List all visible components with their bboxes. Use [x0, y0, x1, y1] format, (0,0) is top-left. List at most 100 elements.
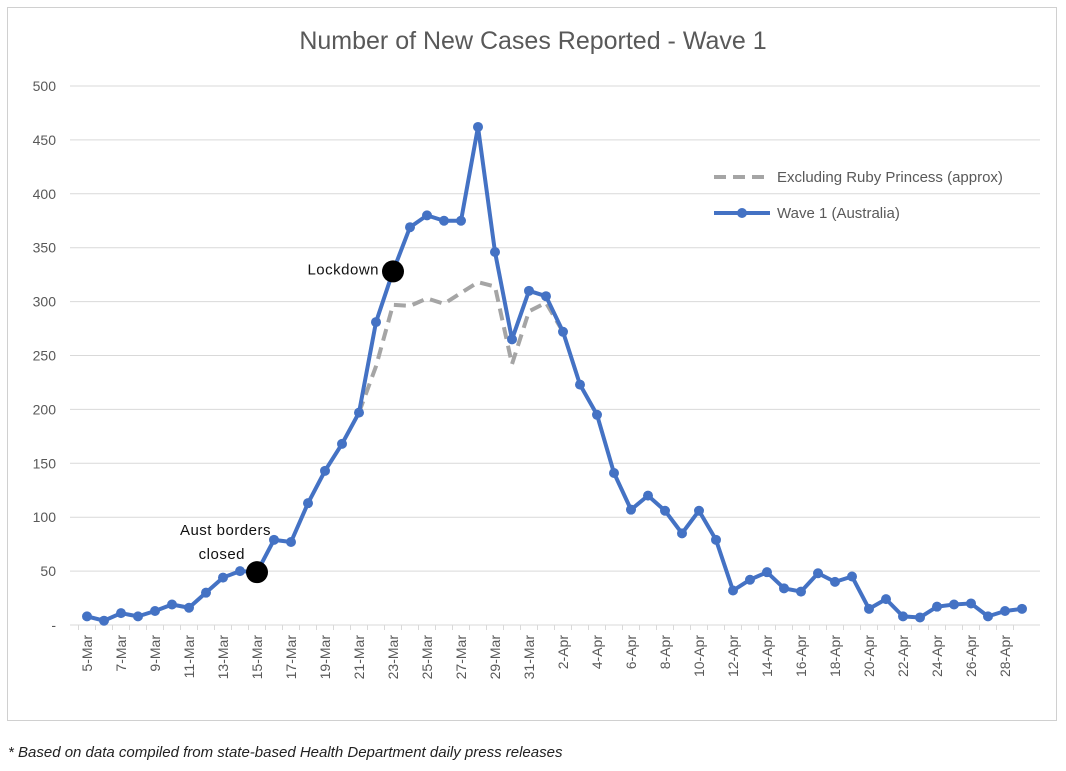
x-tick-label: 11-Mar — [181, 635, 197, 679]
annotation-label: Lockdown — [307, 261, 379, 278]
data-point — [762, 567, 772, 578]
data-point — [286, 536, 296, 547]
data-point — [439, 215, 449, 226]
data-point — [201, 587, 211, 598]
data-point — [881, 594, 891, 605]
legend-label: Excluding Ruby Princess (approx) — [777, 169, 1003, 186]
data-point — [116, 608, 126, 619]
x-tick-label: 19-Mar — [317, 635, 333, 680]
y-tick-label: 150 — [33, 455, 57, 471]
data-point — [643, 490, 653, 501]
data-point — [677, 528, 687, 539]
data-point — [405, 222, 415, 233]
data-point — [558, 326, 568, 337]
y-tick-label: 300 — [33, 294, 57, 310]
data-point — [728, 585, 738, 596]
x-tick-label: 16-Apr — [793, 635, 809, 677]
data-point — [660, 505, 670, 516]
x-tick-label: 23-Mar — [385, 635, 401, 680]
data-point — [337, 438, 347, 449]
data-point — [949, 599, 959, 610]
data-point — [966, 598, 976, 609]
data-point — [796, 586, 806, 597]
data-point — [813, 568, 823, 579]
y-tick-label: 450 — [33, 132, 57, 148]
x-tick-label: 27-Mar — [453, 635, 469, 680]
y-tick-label: 350 — [33, 240, 57, 256]
x-tick-label: 5-Mar — [79, 635, 95, 672]
data-point — [898, 611, 908, 622]
data-point — [218, 572, 228, 583]
data-point — [745, 574, 755, 585]
data-point — [830, 576, 840, 587]
data-point — [847, 571, 857, 582]
annotation-marker — [382, 260, 404, 283]
data-point — [235, 566, 245, 577]
x-tick-label: 25-Mar — [419, 635, 435, 680]
data-point — [983, 611, 993, 622]
data-point — [932, 601, 942, 612]
x-tick-label: 8-Apr — [657, 635, 673, 670]
y-tick-label: 500 — [33, 78, 57, 94]
x-tick-label: 10-Apr — [691, 635, 707, 677]
data-point — [1000, 605, 1010, 616]
data-point — [779, 583, 789, 594]
data-point — [864, 603, 874, 614]
y-tick-label: 400 — [33, 186, 57, 202]
data-point — [490, 247, 500, 258]
data-point — [694, 505, 704, 516]
y-tick-label: 50 — [40, 563, 56, 579]
data-point — [915, 612, 925, 623]
x-tick-label: 12-Apr — [725, 635, 741, 677]
chart-title: Number of New Cases Reported - Wave 1 — [299, 27, 767, 55]
y-tick-label: 250 — [33, 348, 57, 364]
data-point — [371, 317, 381, 328]
x-tick-label: 29-Mar — [487, 635, 503, 680]
data-point — [167, 599, 177, 610]
data-point — [269, 534, 279, 545]
data-point — [541, 291, 551, 302]
x-tick-label: 18-Apr — [827, 635, 843, 677]
y-tick-label: 100 — [33, 509, 57, 525]
x-tick-label: 21-Mar — [351, 635, 367, 680]
data-point — [524, 285, 534, 296]
x-tick-label: 17-Mar — [283, 635, 299, 680]
x-tick-label: 20-Apr — [861, 635, 877, 677]
x-tick-label: 24-Apr — [929, 635, 945, 677]
footnote: * Based on data compiled from state-base… — [8, 744, 563, 761]
x-tick-label: 4-Apr — [589, 635, 605, 670]
data-point — [354, 407, 364, 418]
y-tick-label: 200 — [33, 401, 57, 417]
data-point — [507, 334, 517, 345]
data-point — [303, 498, 313, 509]
data-point — [473, 121, 483, 132]
data-point — [422, 210, 432, 221]
data-point — [592, 409, 602, 420]
data-point — [456, 215, 466, 226]
x-tick-label: 22-Apr — [895, 635, 911, 677]
data-point — [150, 605, 160, 616]
x-tick-label: 14-Apr — [759, 635, 775, 677]
annotation-label: Aust borders — [180, 522, 271, 539]
data-point — [626, 504, 636, 515]
data-point — [320, 465, 330, 476]
x-tick-label: 28-Apr — [997, 635, 1013, 677]
x-tick-label: 6-Apr — [623, 635, 639, 670]
chart-frame — [7, 7, 1057, 721]
x-tick-label: 31-Mar — [521, 635, 537, 680]
x-tick-label: 15-Mar — [249, 635, 265, 680]
data-point — [1017, 603, 1027, 614]
data-point — [133, 611, 143, 622]
data-point — [82, 611, 92, 622]
data-point — [575, 379, 585, 390]
data-point — [609, 468, 619, 479]
x-tick-label: 9-Mar — [147, 635, 163, 672]
legend-marker — [737, 208, 747, 218]
y-tick-label: - — [51, 617, 56, 633]
x-tick-label: 13-Mar — [215, 635, 231, 680]
x-tick-label: 7-Mar — [113, 635, 129, 672]
data-point — [99, 615, 109, 626]
data-point — [184, 602, 194, 613]
x-tick-label: 2-Apr — [555, 635, 571, 670]
